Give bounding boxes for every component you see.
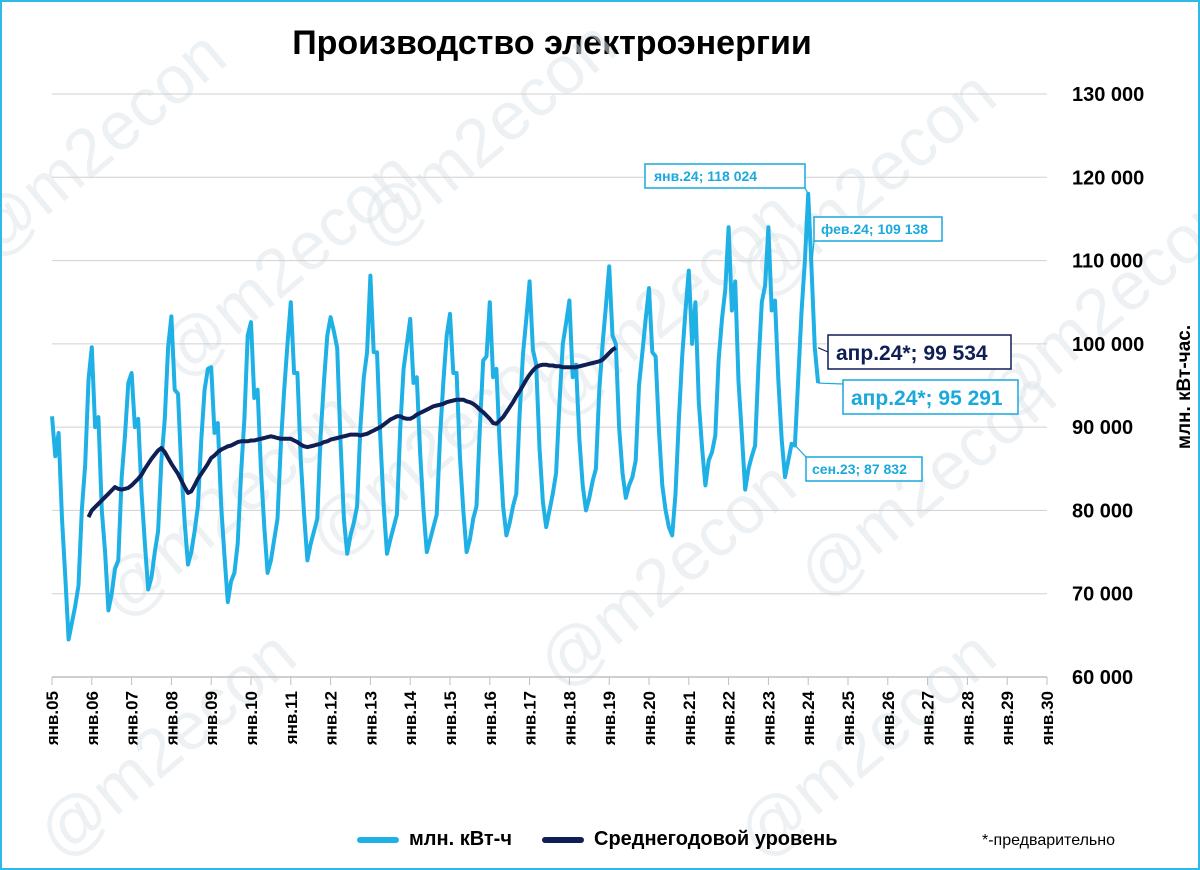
legend-label-production: млн. кВт-ч (409, 828, 512, 850)
x-tick-label: янв.25 (839, 691, 858, 746)
watermark: @m2econ (523, 445, 810, 703)
annotation-leader (810, 240, 815, 268)
annotation-leader (818, 382, 844, 385)
x-tick-label: янв.28 (958, 691, 977, 746)
y-tick-label: 120 000 (1072, 167, 1144, 189)
series-layer (50, 191, 821, 642)
annotation-leader (804, 187, 809, 195)
x-tick-label: янв.14 (401, 690, 420, 746)
grid-lines (52, 93, 1047, 678)
annotation-box (805, 456, 923, 482)
x-tick-label: янв.19 (600, 691, 619, 746)
x-tick-label: янв.10 (242, 691, 261, 746)
annotation-label: фев.24; 109 138 (821, 221, 928, 237)
chart-title: Производство электроэнергии (292, 24, 812, 62)
y-axis-ticks: 60 000 70 000 80 000 90 000 100 000 110 000 12… (1072, 84, 1144, 689)
x-tick-label: янв.12 (322, 691, 341, 746)
y-tick-label: 100 000 (1072, 334, 1144, 356)
y-tick-label: 110 000 (1072, 251, 1143, 273)
x-tick-label: янв.17 (521, 691, 540, 746)
annotation-label: апр.24*; 95 291 (851, 387, 1003, 410)
annotation-layer: янв.24; 118 024 фев.24; 109 138 апр.24*; 9… (644, 163, 1019, 482)
x-tick-label: янв.21 (680, 691, 699, 746)
legend-item-production: млн. кВт-ч (357, 828, 512, 851)
annotation-leader (794, 444, 807, 458)
x-tick-label: янв.09 (202, 691, 221, 746)
y-tick-label: 70 000 (1072, 584, 1133, 606)
x-tick-label: янв.26 (879, 691, 898, 746)
y-axis-label: млн. кВт-час. (1174, 325, 1195, 449)
legend-swatch-production (357, 836, 399, 843)
watermark: @m2econ (2, 15, 240, 273)
x-tick-label: янв.07 (123, 691, 142, 746)
x-tick-label: янв.20 (640, 691, 659, 746)
x-tick-label: янв.24 (799, 690, 818, 746)
y-tick-label: 90 000 (1072, 417, 1133, 439)
watermark: @m2econ (343, 5, 630, 263)
annotation-leader (817, 347, 829, 353)
series-line-production (50, 191, 821, 642)
annotation-box (827, 334, 1012, 370)
x-tick-label: янв.16 (481, 691, 500, 746)
annotation-box (644, 163, 806, 189)
x-tick-label: янв.18 (560, 691, 579, 746)
x-tick-label: янв.11 (282, 691, 301, 745)
x-tick-label: янв.23 (759, 691, 778, 746)
series-line-average (86, 345, 617, 518)
x-tick-label: янв.13 (361, 691, 380, 746)
legend-label-average: Среднегодовой уровень (594, 828, 838, 850)
x-tick-label: янв.08 (162, 691, 181, 746)
annotation-label: янв.24; 118 024 (654, 168, 757, 184)
preliminary-note: *-предварительно (982, 832, 1115, 849)
annotation-box (842, 379, 1019, 415)
annotation-box (813, 216, 943, 242)
x-axis-ticks: янв.05 янв.06 янв.07 янв.08 янв.09 янв.10 янв.… (43, 677, 1057, 746)
annotation-label: сен.23; 87 832 (812, 461, 907, 477)
x-tick-label: янв.27 (919, 691, 938, 746)
legend-item-average: Среднегодовой уровень (542, 828, 838, 851)
y-tick-label: 80 000 (1072, 500, 1133, 522)
annotation-label: апр.24*; 99 534 (836, 342, 988, 365)
legend-swatch-average (542, 836, 584, 843)
x-tick-label: янв.05 (43, 691, 62, 746)
x-tick-label: янв.15 (441, 691, 460, 746)
y-tick-label: 130 000 (1072, 84, 1144, 106)
x-tick-label: янв.06 (83, 691, 102, 746)
y-tick-label: 60 000 (1072, 667, 1133, 689)
x-tick-label: янв.30 (1038, 691, 1057, 746)
x-tick-label: янв.22 (720, 691, 739, 746)
x-tick-label: янв.29 (998, 691, 1017, 746)
